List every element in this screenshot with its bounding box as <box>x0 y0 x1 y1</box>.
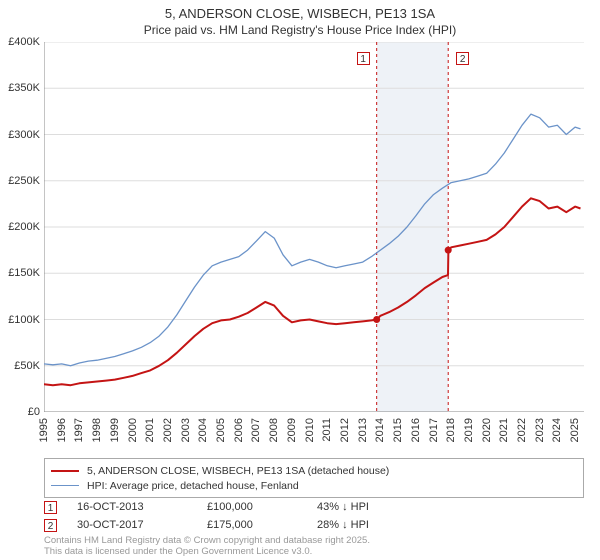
x-tick-label: 2000 <box>127 418 139 442</box>
chart-svg <box>44 42 584 412</box>
x-tick-label: 2001 <box>144 418 156 442</box>
x-axis-labels: 1995199619971998199920002001200220032004… <box>44 414 584 456</box>
sale-row-delta: 43% ↓ HPI <box>317 501 369 513</box>
x-tick-label: 2006 <box>233 418 245 442</box>
y-tick-label: £250K <box>8 175 40 187</box>
y-axis-labels: £0£50K£100K£150K£200K£250K£300K£350K£400… <box>0 42 42 412</box>
x-tick-label: 1997 <box>73 418 85 442</box>
y-tick-label: £0 <box>28 406 40 418</box>
sale-row-price: £175,000 <box>207 519 317 531</box>
legend-row: HPI: Average price, detached house, Fenl… <box>51 478 577 493</box>
x-tick-label: 2019 <box>463 418 475 442</box>
x-tick-label: 2010 <box>304 418 316 442</box>
x-tick-label: 2017 <box>428 418 440 442</box>
x-tick-label: 2021 <box>498 418 510 442</box>
y-tick-label: £400K <box>8 36 40 48</box>
x-tick-label: 2003 <box>180 418 192 442</box>
x-tick-label: 2018 <box>445 418 457 442</box>
chart-container: 5, ANDERSON CLOSE, WISBECH, PE13 1SA Pri… <box>0 0 600 560</box>
x-tick-label: 2014 <box>374 418 386 442</box>
x-tick-label: 2023 <box>534 418 546 442</box>
x-tick-label: 1995 <box>38 418 50 442</box>
x-tick-label: 2025 <box>569 418 581 442</box>
x-tick-label: 2004 <box>197 418 209 442</box>
y-tick-label: £200K <box>8 221 40 233</box>
x-tick-label: 1999 <box>109 418 121 442</box>
y-tick-label: £50K <box>14 360 40 372</box>
attribution: Contains HM Land Registry data © Crown c… <box>44 536 584 558</box>
sale-row-date: 16-OCT-2013 <box>77 501 207 513</box>
x-tick-label: 2011 <box>321 418 333 442</box>
sale-row-delta: 28% ↓ HPI <box>317 519 369 531</box>
title-line-2: Price paid vs. HM Land Registry's House … <box>0 21 600 37</box>
legend: 5, ANDERSON CLOSE, WISBECH, PE13 1SA (de… <box>44 458 584 498</box>
x-tick-label: 2007 <box>250 418 262 442</box>
title-block: 5, ANDERSON CLOSE, WISBECH, PE13 1SA Pri… <box>0 0 600 37</box>
legend-label: 5, ANDERSON CLOSE, WISBECH, PE13 1SA (de… <box>87 465 389 477</box>
legend-swatch <box>51 485 79 486</box>
y-tick-label: £100K <box>8 314 40 326</box>
x-tick-label: 2015 <box>392 418 404 442</box>
sale-marker-box: 1 <box>357 52 370 65</box>
sale-row-date: 30-OCT-2017 <box>77 519 207 531</box>
x-tick-label: 2013 <box>357 418 369 442</box>
x-tick-label: 2005 <box>215 418 227 442</box>
sale-row: 1 16-OCT-2013£100,00043% ↓ HPI <box>44 498 584 516</box>
legend-label: HPI: Average price, detached house, Fenl… <box>87 480 299 492</box>
x-tick-label: 2009 <box>286 418 298 442</box>
attribution-line-2: This data is licensed under the Open Gov… <box>44 547 584 558</box>
y-tick-label: £350K <box>8 82 40 94</box>
x-tick-label: 2020 <box>481 418 493 442</box>
x-tick-label: 2016 <box>410 418 422 442</box>
x-tick-label: 2012 <box>339 418 351 442</box>
legend-row: 5, ANDERSON CLOSE, WISBECH, PE13 1SA (de… <box>51 463 577 478</box>
sales-table: 1 16-OCT-2013£100,00043% ↓ HPI 2 30-OCT-201… <box>44 498 584 534</box>
y-tick-label: £150K <box>8 267 40 279</box>
plot-area: 12 <box>44 42 584 412</box>
sale-row-marker: 1 <box>44 501 57 514</box>
x-tick-label: 2022 <box>516 418 528 442</box>
y-tick-label: £300K <box>8 129 40 141</box>
sale-marker-box: 2 <box>456 52 469 65</box>
sale-row-marker: 2 <box>44 519 57 532</box>
title-line-1: 5, ANDERSON CLOSE, WISBECH, PE13 1SA <box>0 6 600 21</box>
sale-row-price: £100,000 <box>207 501 317 513</box>
x-tick-label: 2024 <box>551 418 563 442</box>
x-tick-label: 2002 <box>162 418 174 442</box>
x-tick-label: 1996 <box>56 418 68 442</box>
x-tick-label: 2008 <box>268 418 280 442</box>
legend-swatch <box>51 470 79 472</box>
x-tick-label: 1998 <box>91 418 103 442</box>
sale-row: 2 30-OCT-2017£175,00028% ↓ HPI <box>44 516 584 534</box>
